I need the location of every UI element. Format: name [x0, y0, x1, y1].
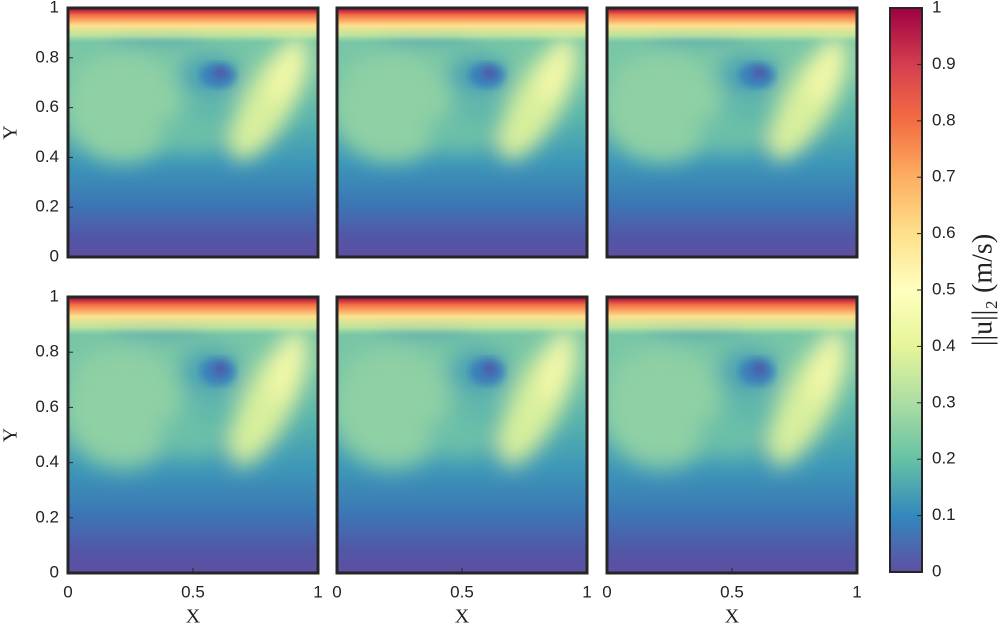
y-tick-label: 0.6	[35, 397, 59, 416]
x-tick-label: 0.5	[720, 582, 744, 601]
axes-frame	[335, 6, 589, 259]
y-axis-label: Y	[0, 428, 22, 442]
colorbar-tick-label: 1	[932, 0, 941, 16]
y-tick-label: 0	[50, 246, 59, 265]
colorbar-tick-label: 0.2	[932, 449, 956, 468]
y-tick-label: 0.2	[35, 197, 59, 216]
contour-field	[332, 297, 591, 573]
colorbar-label: ||u||₂ (m/s)	[967, 234, 998, 346]
contour-field	[332, 8, 591, 257]
colorbar-tick-label: 0.8	[932, 110, 956, 129]
x-tick-label: 1	[582, 582, 591, 601]
y-tick-label: 0	[50, 562, 59, 581]
colorbar-tick-label: 0.3	[932, 392, 956, 411]
y-tick-label: 0.6	[35, 97, 59, 116]
x-tick-label: 1	[313, 582, 322, 601]
y-tick-label: 1	[50, 0, 59, 16]
colorbar-tick-label: 0	[932, 561, 941, 580]
colorbar-tick-label: 0.4	[932, 336, 956, 355]
colorbar-tick-label: 0.5	[932, 279, 956, 298]
axes-frame	[605, 6, 859, 259]
y-tick-label: 1	[50, 286, 59, 305]
x-tick-label: 0	[602, 582, 611, 601]
axes-frame	[66, 6, 320, 259]
colorbar-tick-label: 0.7	[932, 167, 956, 186]
x-tick-label: 0	[332, 582, 341, 601]
y-tick-label: 0.4	[35, 452, 59, 471]
x-axis-label: X	[455, 606, 470, 628]
contour-field	[63, 8, 322, 257]
contour-field	[602, 8, 861, 257]
colorbar-tick-label: 0.1	[932, 505, 956, 524]
x-tick-label: 0.5	[181, 582, 205, 601]
contour-field	[63, 297, 322, 573]
y-tick-label: 0.8	[35, 47, 59, 66]
colorbar-tick-label: 0.9	[932, 54, 956, 73]
y-axis-label: Y	[0, 125, 22, 139]
contour-field	[602, 297, 861, 573]
y-tick-label: 0.8	[35, 342, 59, 361]
x-tick-label: 1	[852, 582, 861, 601]
y-tick-label: 0.4	[35, 147, 59, 166]
x-tick-label: 0.5	[450, 582, 474, 601]
y-tick-label: 0.2	[35, 507, 59, 526]
x-axis-label: X	[725, 606, 740, 628]
x-axis-label: X	[186, 606, 201, 628]
x-tick-label: 0	[63, 582, 72, 601]
colorbar-tick-label: 0.6	[932, 223, 956, 242]
